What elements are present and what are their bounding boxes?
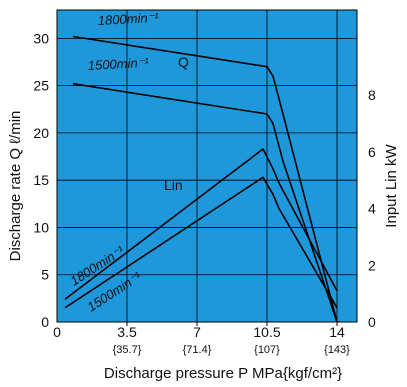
x-subtick-label: {71.4} bbox=[183, 344, 212, 356]
x-axis-title: Discharge pressure P MPa{kgf/cm²} bbox=[104, 365, 342, 382]
x-subtick-label: {35.7} bbox=[113, 344, 142, 356]
x-subtick-label: {143} bbox=[324, 344, 350, 356]
y-left-tick-label: 0 bbox=[41, 314, 49, 330]
y-right-tick-label: 0 bbox=[368, 314, 376, 330]
y-left-tick-label: 30 bbox=[33, 30, 49, 46]
series-line-q bbox=[72, 35, 338, 323]
label-q: Q bbox=[178, 54, 189, 70]
series-line-lin bbox=[64, 148, 338, 300]
y-axis-title-left: Discharge rate Q ℓ/min bbox=[7, 111, 24, 262]
label-lin: Lin bbox=[164, 177, 183, 193]
y-left-tick-label: 10 bbox=[33, 219, 49, 235]
y-left-tick-label: 15 bbox=[33, 172, 49, 188]
y-left-tick-label: 5 bbox=[41, 267, 49, 283]
curves bbox=[64, 35, 338, 323]
x-tick-label: 7 bbox=[193, 324, 201, 340]
y-right-tick-label: 4 bbox=[368, 201, 376, 217]
y-left-tick-label: 25 bbox=[33, 78, 49, 94]
grid-lines bbox=[57, 10, 357, 322]
x-tick-label: 3.5 bbox=[117, 324, 137, 340]
x-subtick-label: {107} bbox=[254, 344, 280, 356]
tick-labels: 0 3.5 7 10.5 14 {35.7} {71.4} {107} {143} 0 5 10 15 2… bbox=[33, 30, 376, 356]
x-tick-label: 14 bbox=[329, 324, 345, 340]
y-left-tick-label: 20 bbox=[33, 125, 49, 141]
x-tick-label: 0 bbox=[53, 324, 61, 340]
series-line-lin bbox=[64, 176, 338, 309]
y-axis-title-right: Input Lin kW bbox=[383, 143, 400, 227]
y-right-tick-label: 2 bbox=[368, 257, 376, 273]
series-line-q bbox=[72, 82, 338, 323]
label-q-1500: 1500min⁻¹ bbox=[87, 55, 149, 73]
label-q-1800: 1800min⁻¹ bbox=[97, 10, 159, 28]
plot-area bbox=[56, 9, 358, 323]
x-tick-label: 10.5 bbox=[253, 324, 280, 340]
y-right-tick-label: 8 bbox=[368, 87, 376, 103]
y-right-tick-label: 6 bbox=[368, 144, 376, 160]
